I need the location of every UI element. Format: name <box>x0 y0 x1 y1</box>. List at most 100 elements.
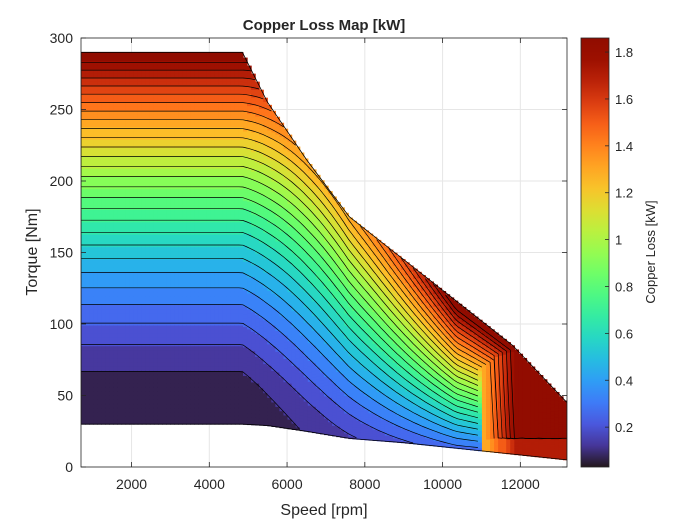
contour-cell <box>81 395 86 400</box>
contour-cell <box>238 106 244 111</box>
contour-cell <box>230 134 236 140</box>
contour-cell <box>141 254 147 260</box>
contour-cell <box>133 283 139 289</box>
contour-cell <box>251 97 256 102</box>
contour-cell <box>85 147 90 153</box>
contour-cell <box>287 294 293 299</box>
contour-cell <box>149 283 155 289</box>
contour-cell <box>238 374 244 380</box>
contour-cell <box>202 316 208 322</box>
contour-cell <box>206 304 212 310</box>
contour-cell <box>295 395 301 400</box>
contour-cell <box>178 275 183 281</box>
contour-cell <box>267 276 272 281</box>
contour-cell <box>105 399 110 405</box>
contour-cell <box>190 312 195 318</box>
contour-cell <box>295 146 301 151</box>
contour-cell <box>141 205 147 210</box>
contour-cell <box>234 254 240 260</box>
contour-cell <box>113 370 119 376</box>
contour-cell <box>93 370 98 376</box>
contour-cell <box>259 369 264 374</box>
contour-cell <box>198 89 204 95</box>
contour-cell <box>283 368 289 373</box>
contour-cell <box>303 379 309 384</box>
contour-cell <box>101 341 106 347</box>
contour-cell <box>303 340 309 344</box>
contour-cell <box>149 329 155 334</box>
contour-cell <box>121 114 127 119</box>
contour-cell <box>234 382 240 388</box>
contour-cell <box>113 329 119 334</box>
contour-cell <box>97 267 102 272</box>
contour-cell <box>291 227 297 232</box>
contour-cell <box>125 262 131 268</box>
contour-cell <box>255 394 260 399</box>
contour-cell <box>291 224 297 228</box>
contour-cell <box>129 93 135 99</box>
contour-cell <box>226 234 232 239</box>
contour-cell <box>117 122 123 128</box>
contour-cell <box>186 151 191 157</box>
contour-cell <box>230 312 236 318</box>
contour-cell <box>153 126 159 132</box>
contour-cell <box>178 353 183 359</box>
contour-cell <box>259 123 264 128</box>
contour-cell <box>206 126 212 132</box>
contour-cell <box>271 149 276 154</box>
contour-cell <box>113 362 119 367</box>
contour-cell <box>299 297 305 302</box>
contour-cell <box>218 246 224 252</box>
contour-cell <box>141 192 147 198</box>
contour-cell <box>129 85 135 91</box>
contour-cell <box>214 407 220 413</box>
contour-cell <box>186 56 191 62</box>
contour-cell <box>251 288 256 293</box>
contour-cell <box>283 308 289 313</box>
contour-cell <box>109 386 114 392</box>
contour-cell <box>182 370 187 376</box>
contour-cell <box>182 296 187 301</box>
contour-cell <box>206 378 212 384</box>
contour-cell <box>198 110 204 115</box>
contour-cell <box>267 211 272 216</box>
contour-cell <box>279 207 285 212</box>
contour-cell <box>275 261 281 266</box>
contour-cell <box>259 365 264 370</box>
contour-cell <box>291 246 297 251</box>
contour-cell <box>101 77 106 82</box>
contour-cell <box>214 72 220 78</box>
contour-cell <box>117 110 123 115</box>
contour-cell <box>190 134 195 140</box>
contour-cell <box>117 386 123 392</box>
contour-cell <box>182 192 187 198</box>
contour-cell <box>174 196 179 202</box>
contour-cell <box>222 378 228 384</box>
contour-cell <box>85 110 90 115</box>
contour-cell <box>299 183 305 188</box>
contour-cell <box>149 362 155 367</box>
contour-cell <box>283 178 289 183</box>
contour-cell <box>283 281 289 286</box>
contour-cell <box>243 192 248 197</box>
contour-cell <box>299 226 305 231</box>
contour-cell <box>206 52 212 58</box>
contour-cell <box>178 279 183 285</box>
contour-cell <box>210 188 216 194</box>
contour-cell <box>121 147 127 153</box>
contour-cell <box>218 267 224 272</box>
contour-cell <box>279 241 285 246</box>
contour-cell <box>238 283 244 289</box>
contour-cell <box>125 353 131 359</box>
contour-cell <box>170 238 175 243</box>
contour-cell <box>251 73 256 79</box>
contour-cell <box>153 345 159 351</box>
contour-cell <box>162 167 167 173</box>
contour-cell <box>85 287 90 293</box>
contour-cell <box>129 341 135 347</box>
contour-cell <box>133 312 139 318</box>
contour-cell <box>121 56 127 62</box>
contour-cell <box>125 337 131 343</box>
contour-cell <box>251 206 256 211</box>
contour-cell <box>214 188 220 194</box>
